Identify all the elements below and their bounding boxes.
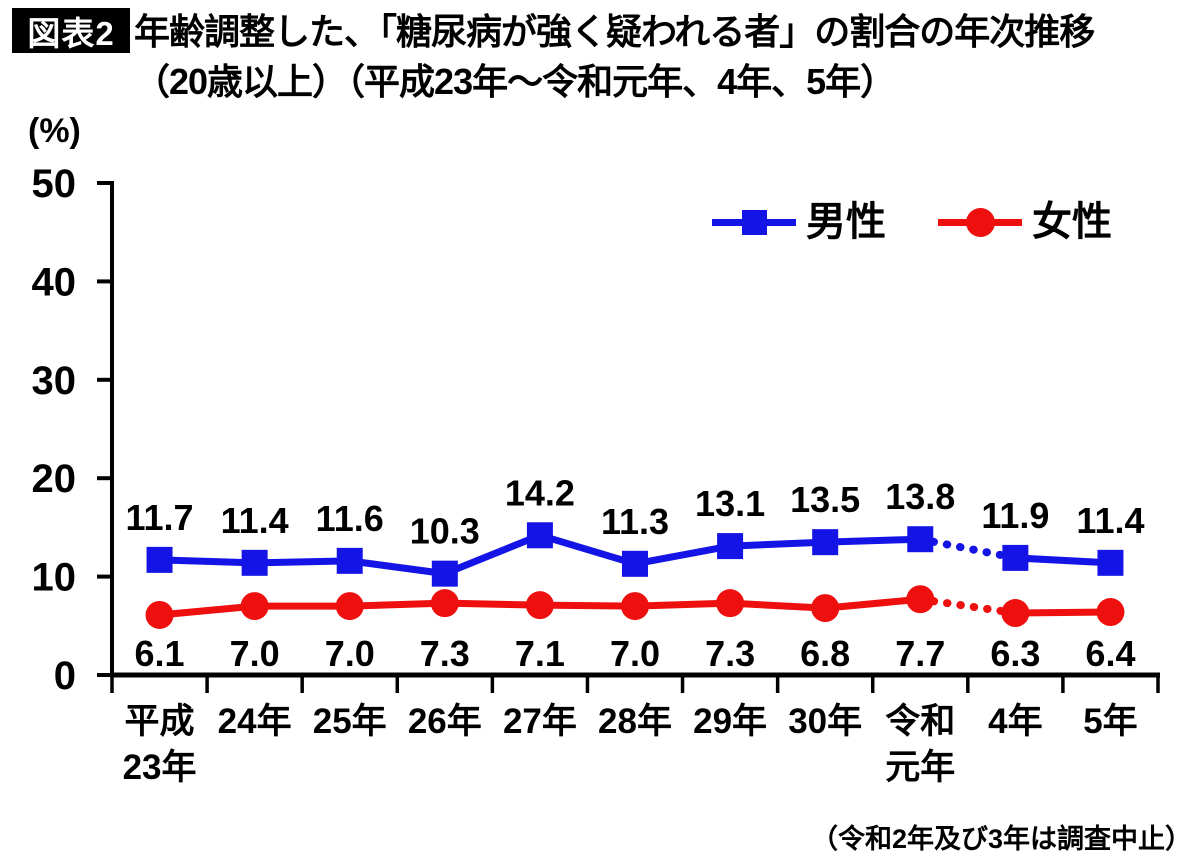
female-value-label: 7.0 xyxy=(610,633,660,674)
male-value-label: 13.1 xyxy=(695,483,765,524)
female-circle-marker-icon xyxy=(966,208,995,237)
figure-number-label: 図表2 xyxy=(27,14,115,52)
female-data-marker xyxy=(240,592,269,621)
male-data-marker xyxy=(336,547,363,574)
x-tick-label: 27年 xyxy=(503,702,577,741)
male-data-marker xyxy=(431,560,458,587)
female-value-label: 6.4 xyxy=(1085,633,1135,674)
female-data-marker xyxy=(811,594,840,623)
male-data-marker xyxy=(907,526,934,553)
male-series-line-dotted xyxy=(916,535,1020,562)
y-axis-unit-label: (%) xyxy=(28,112,81,150)
x-tick-label: 平成 23年 xyxy=(123,702,197,787)
y-tick-label: 40 xyxy=(32,260,77,304)
female-data-marker xyxy=(1096,598,1125,627)
female-data-marker xyxy=(716,589,745,618)
male-value-label: 11.3 xyxy=(601,501,669,542)
female-series-line-dotted xyxy=(916,595,1020,618)
female-value-label: 7.0 xyxy=(230,633,280,674)
x-tick-label: 4年 xyxy=(988,702,1042,741)
female-value-label: 6.8 xyxy=(800,633,850,674)
x-tick-label: 24年 xyxy=(218,702,292,741)
male-value-label: 11.7 xyxy=(125,497,193,538)
female-data-marker xyxy=(621,592,649,621)
x-tick-label: 30年 xyxy=(788,702,862,741)
female-data-marker xyxy=(906,585,935,614)
y-tick-label: 30 xyxy=(32,359,77,403)
x-tick-label: 28年 xyxy=(598,702,672,741)
chart-legend: 男性 女性 xyxy=(712,198,1112,246)
male-value-label: 11.4 xyxy=(221,500,289,541)
female-value-label: 7.0 xyxy=(325,633,375,674)
male-value-label: 13.5 xyxy=(790,479,860,520)
x-tick-label: 26年 xyxy=(408,702,482,741)
female-value-label: 7.3 xyxy=(420,633,470,674)
chart-title-line2: （20歳以上）（平成23年～令和元年、4年、5年） xyxy=(134,61,896,102)
x-tick-label: 5年 xyxy=(1083,702,1137,741)
x-tick-label: 25年 xyxy=(313,702,387,741)
male-data-marker xyxy=(812,529,839,556)
y-tick-label: 0 xyxy=(54,654,76,698)
chart-footnote: （令和2年及び3年は調査中止） xyxy=(810,824,1192,854)
legend-item-male: 男性 xyxy=(712,198,886,246)
male-data-marker xyxy=(241,549,268,576)
male-data-marker xyxy=(1097,549,1124,576)
chart-title: 年齢調整した、「糖尿病が強く疑われる者」の割合の年次推移 （20歳以上）（平成2… xyxy=(134,7,1200,107)
male-data-marker xyxy=(622,550,648,577)
male-data-marker xyxy=(1002,544,1029,571)
x-tick-label: 令和元年 xyxy=(885,702,955,787)
female-data-marker xyxy=(430,589,459,618)
female-value-label: 6.1 xyxy=(135,633,185,674)
male-value-label: 13.8 xyxy=(885,476,955,517)
legend-label-female: 女性 xyxy=(1032,200,1112,244)
chart-title-line1: 年齢調整した、「糖尿病が強く疑われる者」の割合の年次推移 xyxy=(134,11,1095,52)
male-data-marker xyxy=(717,533,744,560)
male-value-label: 14.2 xyxy=(505,472,575,513)
female-data-marker xyxy=(145,600,174,629)
male-value-label: 11.4 xyxy=(1076,500,1144,541)
male-square-marker-icon xyxy=(742,210,767,235)
female-data-marker xyxy=(335,592,364,621)
male-value-label: 11.9 xyxy=(981,495,1049,536)
female-value-label: 7.1 xyxy=(515,633,565,674)
legend-item-female: 女性 xyxy=(938,198,1112,246)
female-series-line xyxy=(1015,608,1111,617)
male-series-line xyxy=(1015,554,1111,567)
legend-label-male: 男性 xyxy=(806,200,886,244)
y-tick-label: 10 xyxy=(32,556,77,600)
male-data-marker xyxy=(526,522,553,549)
female-value-label: 6.3 xyxy=(990,633,1040,674)
female-value-label: 7.3 xyxy=(705,633,755,674)
male-data-marker xyxy=(146,546,173,573)
figure-number-badge: 図表2 xyxy=(12,8,130,53)
female-value-label: 7.7 xyxy=(895,633,945,674)
female-data-marker xyxy=(525,591,554,620)
female-series-swatch xyxy=(938,198,1022,246)
y-tick-label: 20 xyxy=(32,457,77,501)
x-tick-label: 29年 xyxy=(693,702,767,741)
male-value-label: 10.3 xyxy=(410,511,480,552)
male-value-label: 11.6 xyxy=(316,498,384,539)
y-tick-label: 50 xyxy=(32,162,77,206)
male-series-swatch xyxy=(712,198,796,246)
female-data-marker xyxy=(1001,599,1030,628)
